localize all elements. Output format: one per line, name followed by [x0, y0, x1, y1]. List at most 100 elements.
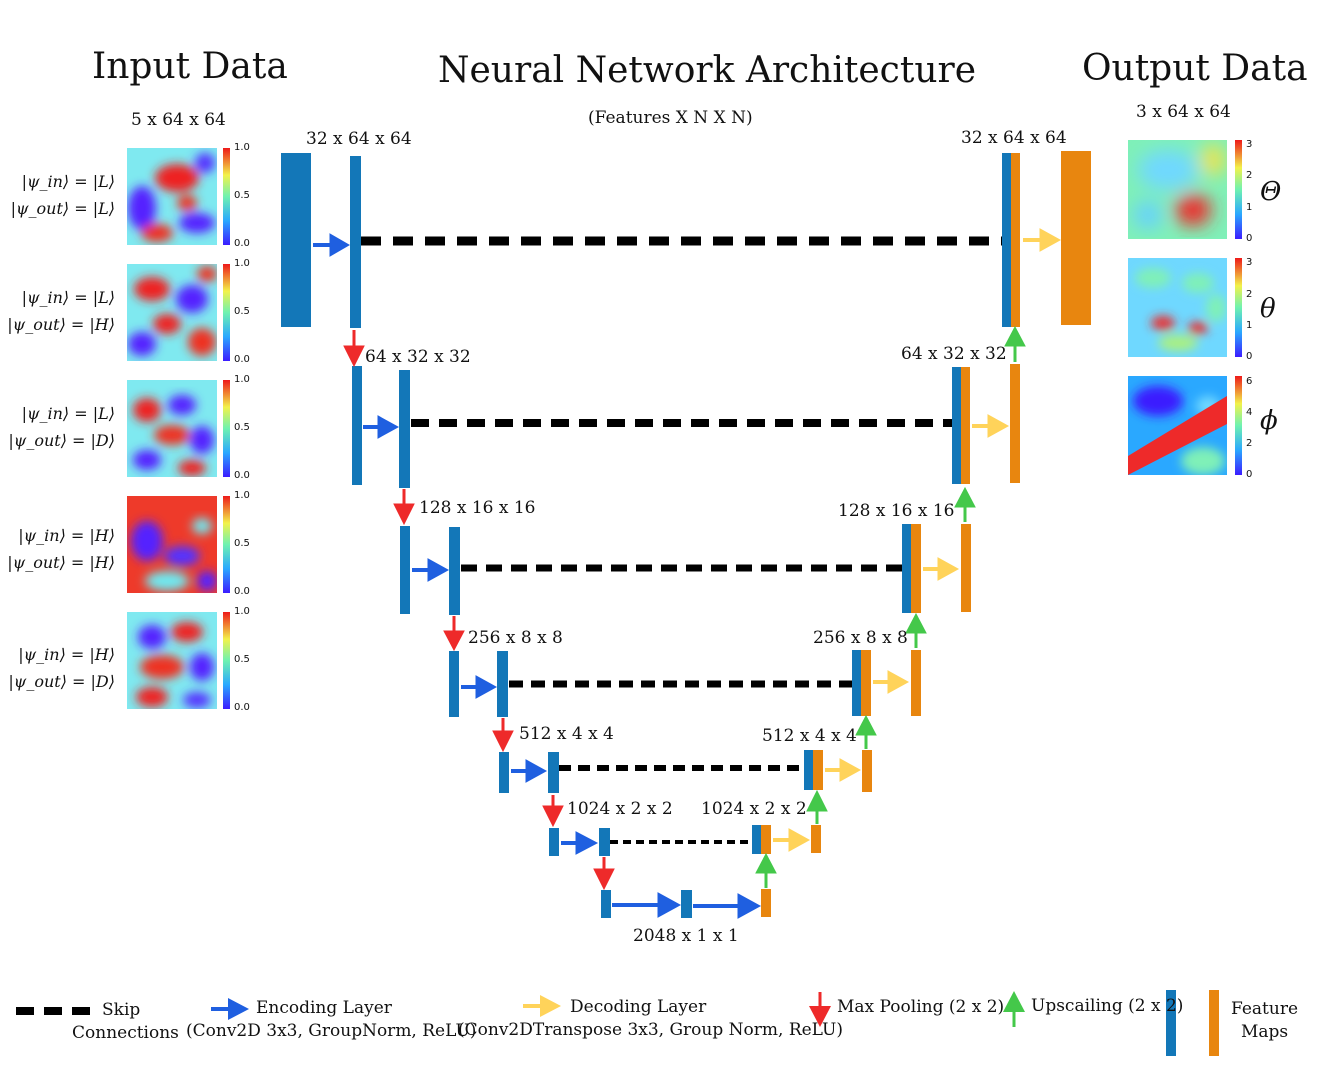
dec-bar-5 — [862, 750, 872, 792]
dec-concat-4-blue — [852, 650, 861, 716]
legend-dec-line2: (Conv2DTranspose 3x3, Group Norm, ReLU) — [458, 1020, 843, 1040]
enc-bar-5b — [548, 752, 559, 793]
input-colorbar-4 — [223, 496, 230, 593]
enc-bar-5a — [499, 752, 509, 793]
sample-4-psi-labels: |ψ_in⟩ = |H⟩ |ψ_out⟩ = |H⟩ — [7, 522, 115, 576]
enc-bar-2a — [352, 366, 362, 485]
tick-1-mid: 0.5 — [234, 190, 250, 201]
input-heatmap-5 — [127, 612, 217, 709]
out3-tick-0: 6 — [1246, 376, 1253, 387]
tick-5-mid: 0.5 — [234, 654, 250, 665]
dec-concat-4-orange — [861, 650, 871, 716]
tick-5-bot: 0.0 — [234, 702, 250, 713]
sample-5-psi-labels: |ψ_in⟩ = |H⟩ |ψ_out⟩ = |D⟩ — [8, 641, 115, 695]
tick-4-top: 1.0 — [234, 490, 250, 501]
dec-concat-1-blue — [1002, 153, 1011, 327]
output-shape-label: 3 x 64 x 64 — [1136, 102, 1231, 122]
dec-label-1: 32 x 64 x 64 — [961, 128, 1067, 148]
legend-enc-line1: Encoding Layer — [256, 998, 392, 1018]
legend-up: Upscailing (2 x 2) — [1031, 996, 1184, 1016]
out2-tick-3: 0 — [1246, 351, 1253, 362]
sample-1-psi-in: |ψ_in⟩ = |L⟩ — [21, 172, 115, 191]
dec-concat-5-orange — [813, 750, 823, 790]
dec-concat-3-blue — [902, 524, 911, 613]
dec-concat-1-orange — [1011, 153, 1020, 327]
unet-diagram — [281, 151, 1091, 919]
sample-1-psi-out: |ψ_out⟩ = |L⟩ — [10, 199, 115, 218]
enc-bar-1 — [350, 156, 361, 328]
dec-label-3: 128 x 16 x 16 — [838, 501, 955, 521]
dec-bar-2 — [1010, 364, 1020, 483]
sample-4-psi-out: |ψ_out⟩ = |H⟩ — [7, 553, 115, 572]
dec-label-2: 64 x 32 x 32 — [901, 344, 1007, 364]
out3-tick-1: 4 — [1246, 407, 1253, 418]
tick-2-mid: 0.5 — [234, 306, 250, 317]
bottleneck-up-bar — [761, 889, 771, 917]
legend-skip-line2: Connections — [72, 1023, 179, 1043]
tick-3-top: 1.0 — [234, 374, 250, 385]
dec-label-5: 512 x 4 x 4 — [762, 726, 857, 746]
sample-2-psi-labels: |ψ_in⟩ = |L⟩ |ψ_out⟩ = |H⟩ — [7, 284, 115, 338]
output-symbol-theta: θ — [1260, 294, 1276, 324]
dec-concat-3-orange — [911, 524, 921, 613]
enc-label-6: 1024 x 2 x 2 — [567, 799, 673, 819]
input-heatmap-4 — [127, 496, 217, 593]
enc-bar-4a — [449, 651, 459, 717]
input-heatmap-3 — [127, 380, 217, 477]
legend-skip: Skip Connections — [72, 999, 179, 1045]
decoding-arrows — [773, 228, 1062, 852]
input-heatmap-2 — [127, 264, 217, 361]
output-data-title: Output Data — [1082, 48, 1308, 89]
dec-label-4: 256 x 8 x 8 — [813, 628, 908, 648]
dec-concat-5-blue — [804, 750, 813, 790]
sample-4-psi-in: |ψ_in⟩ = |H⟩ — [18, 526, 115, 545]
legend-encoding: Encoding Layer (Conv2D 3x3, GroupNorm, R… — [186, 997, 476, 1043]
tick-2-top: 1.0 — [234, 258, 250, 269]
enc-bar-4b — [497, 651, 508, 717]
legend-dec-line1: Decoding Layer — [570, 997, 707, 1017]
bottleneck-bar-a — [601, 890, 611, 918]
sample-2-psi-in: |ψ_in⟩ = |L⟩ — [21, 288, 115, 307]
sample-1-psi-labels: |ψ_in⟩ = |L⟩ |ψ_out⟩ = |L⟩ — [11, 168, 115, 222]
input-colorbars — [223, 148, 230, 709]
enc-bar-6a — [549, 828, 559, 856]
encoding-arrows — [313, 233, 762, 919]
tick-2-bot: 0.0 — [234, 354, 250, 365]
tick-3-mid: 0.5 — [234, 422, 250, 433]
legend-skip-line1: Skip — [102, 1000, 141, 1020]
out1-tick-3: 0 — [1246, 233, 1253, 244]
out1-tick-1: 2 — [1246, 170, 1253, 181]
output-colorbar-2 — [1235, 258, 1242, 357]
dec-concat-2-blue — [952, 367, 961, 484]
out1-tick-2: 1 — [1246, 202, 1253, 213]
enc-bar-2b — [399, 370, 410, 488]
legend-feature-maps: Feature Maps — [1231, 998, 1298, 1044]
input-heatmap-1 — [127, 148, 217, 245]
enc-label-4: 256 x 8 x 8 — [468, 628, 563, 648]
input-colorbar-2 — [223, 264, 230, 361]
legend-enc-line2: (Conv2D 3x3, GroupNorm, ReLU) — [186, 1021, 477, 1041]
legend-decoding: Decoding Layer (Conv2DTranspose 3x3, Gro… — [458, 996, 843, 1042]
out2-tick-1: 2 — [1246, 289, 1253, 300]
input-data-title: Input Data — [92, 46, 288, 87]
enc-label-5: 512 x 4 x 4 — [519, 724, 614, 744]
dec-concat-2-orange — [961, 367, 970, 484]
output-colorbars — [1235, 140, 1242, 475]
enc-bar-3b — [449, 527, 460, 615]
enc-label-3: 128 x 16 x 16 — [419, 498, 536, 518]
output-map-phi — [1128, 376, 1227, 475]
output-block — [1061, 151, 1091, 325]
output-colorbar-3 — [1235, 376, 1242, 475]
output-map-theta — [1128, 258, 1227, 357]
input-colorbar-1 — [223, 148, 230, 245]
legend-fm-line2: Maps — [1240, 1022, 1289, 1042]
sample-5-psi-in: |ψ_in⟩ = |H⟩ — [18, 645, 115, 664]
dec-bar-3 — [961, 524, 971, 612]
tick-1-bot: 0.0 — [234, 238, 250, 249]
tick-1-top: 1.0 — [234, 142, 250, 153]
tick-4-bot: 0.0 — [234, 586, 250, 597]
output-symbol-Theta: Θ — [1260, 177, 1282, 207]
input-colorbar-3 — [223, 380, 230, 477]
sample-3-psi-labels: |ψ_in⟩ = |L⟩ |ψ_out⟩ = |D⟩ — [8, 400, 115, 454]
